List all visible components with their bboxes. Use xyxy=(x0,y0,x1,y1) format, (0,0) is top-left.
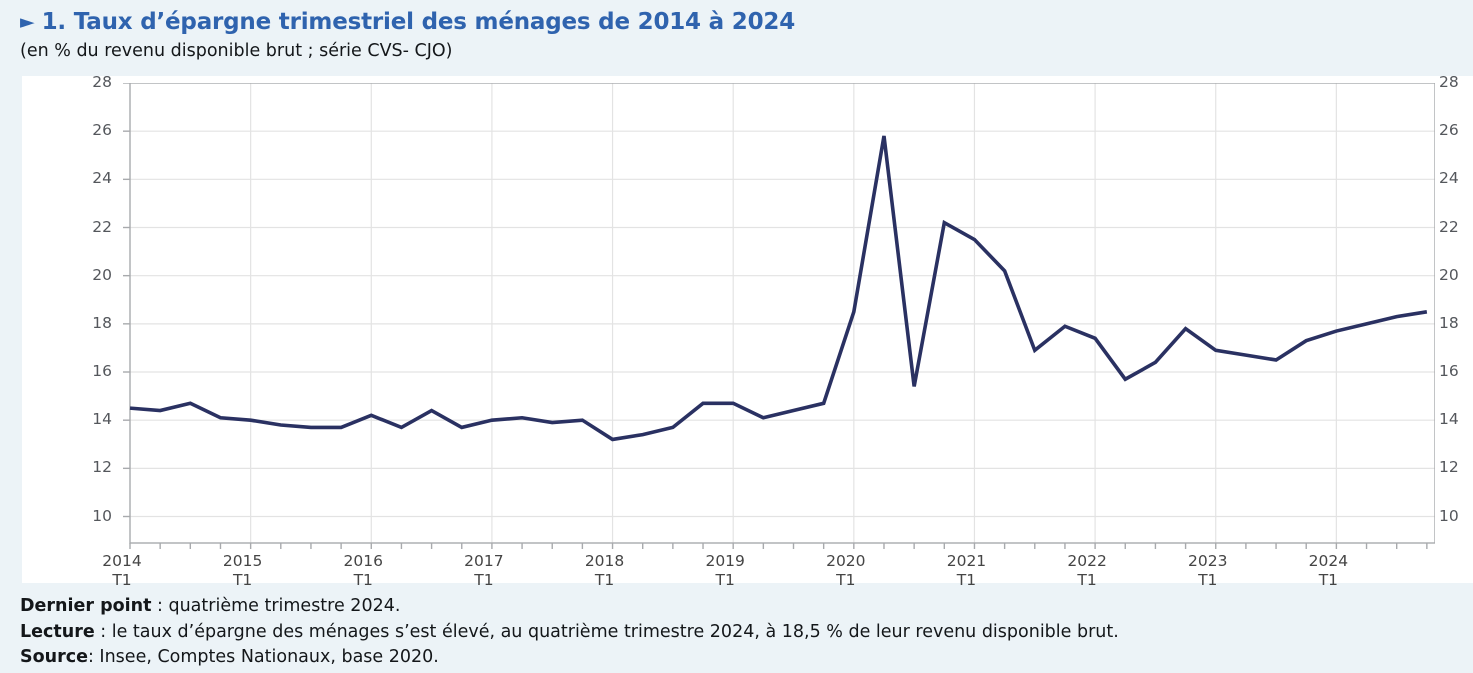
note-text: : le taux d’épargne des ménages s’est él… xyxy=(94,621,1119,642)
figure-subtitle: (en % du revenu disponible brut ; série … xyxy=(20,41,453,61)
triangle-bullet-icon: ► xyxy=(20,11,35,33)
figure-notes: Dernier point : quatrième trimestre 2024… xyxy=(20,594,1460,671)
y-tick-label-right: 14 xyxy=(1439,410,1459,429)
x-tick-label: 2020 T1 xyxy=(826,552,866,589)
note-line: Lecture : le taux d’épargne des ménages … xyxy=(20,620,1460,646)
y-tick-label-left: 20 xyxy=(92,265,112,284)
note-line: Dernier point : quatrième trimestre 2024… xyxy=(20,594,1460,620)
note-text: : quatrième trimestre 2024. xyxy=(151,596,401,616)
chart-panel: 28 26 24 22 20 18 16 14 12 10 28 26 24 22 20 18 16 14 12 1… xyxy=(22,73,1473,589)
y-tick-label-right: 24 xyxy=(1439,169,1459,188)
figure-header: ► 1. Taux d’épargne trimestriel des ména… xyxy=(20,7,795,37)
x-tick-label: 2015 T1 xyxy=(222,552,263,589)
y-tick-label-right: 10 xyxy=(1439,506,1459,525)
y-tick-label-right: 12 xyxy=(1439,458,1459,477)
x-tick-label: 2016 T1 xyxy=(343,552,383,589)
savings-rate-line-chart xyxy=(123,83,1435,549)
x-tick-label: 2021 T1 xyxy=(946,552,987,589)
y-tick-label-right: 22 xyxy=(1439,217,1459,236)
x-tick-label: 2024 T1 xyxy=(1308,552,1349,589)
y-tick-label-right: 28 xyxy=(1439,73,1459,91)
y-tick-label-right: 20 xyxy=(1439,265,1459,284)
y-tick-label-left: 10 xyxy=(92,506,112,525)
x-tick-label: 2022 T1 xyxy=(1067,552,1107,589)
y-tick-label-left: 24 xyxy=(92,169,112,188)
note-text: : Insee, Comptes Nationaux, base 2020. xyxy=(87,647,439,667)
y-tick-label-right: 18 xyxy=(1439,313,1459,332)
note-label: Lecture xyxy=(20,621,95,642)
y-tick-label-left: 16 xyxy=(92,362,112,380)
y-tick-label-left: 22 xyxy=(92,217,112,236)
y-tick-label-right: 16 xyxy=(1439,362,1459,380)
y-tick-label-left: 26 xyxy=(92,121,112,140)
y-tick-label-left: 12 xyxy=(92,458,112,477)
y-tick-label-left: 14 xyxy=(92,410,112,429)
y-tick-label-left: 28 xyxy=(92,73,112,91)
y-tick-label-left: 18 xyxy=(92,313,112,332)
y-tick-label-right: 26 xyxy=(1439,121,1459,140)
x-tick-label: 2014 T1 xyxy=(102,552,142,589)
x-tick-label: 2018 T1 xyxy=(584,552,625,589)
x-tick-label: 2023 T1 xyxy=(1188,552,1228,589)
note-label: Source xyxy=(20,647,88,667)
figure-title: 1. Taux d’épargne trimestriel des ménage… xyxy=(41,9,796,35)
x-tick-label: 2019 T1 xyxy=(705,552,745,589)
note-line: Source: Insee, Comptes Nationaux, base 2… xyxy=(20,645,1460,671)
note-label: Dernier point xyxy=(20,596,152,616)
x-tick-label: 2017 T1 xyxy=(464,552,504,589)
